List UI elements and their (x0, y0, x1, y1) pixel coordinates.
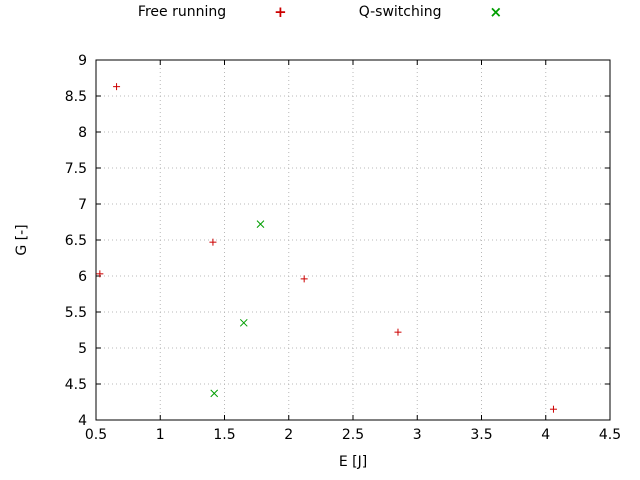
y-tick-label: 4.5 (65, 377, 87, 393)
x-tick-label: 2 (284, 427, 293, 443)
y-tick-label: 4 (78, 413, 87, 429)
x-tick-label: 0.5 (85, 427, 107, 443)
legend-item-free-running: Free running + (138, 4, 287, 20)
data-point-cross (256, 220, 265, 229)
y-tick-label: 7 (78, 197, 87, 213)
x-tick-label: 3 (413, 427, 422, 443)
legend-label: Q-switching (358, 4, 442, 20)
x-tick-label: 4 (541, 427, 550, 443)
y-tick-label: 8.5 (65, 89, 87, 105)
data-point-cross (239, 318, 248, 327)
y-tick-label: 5 (78, 341, 87, 357)
legend: Free running + Q-switching × (0, 4, 640, 20)
x-tick-label: 4.5 (599, 427, 621, 443)
x-axis-label: E [J] (338, 454, 368, 470)
legend-item-q-switching: Q-switching × (359, 4, 502, 20)
x-tick-label: 1 (156, 427, 165, 443)
y-tick-label: 7.5 (65, 161, 87, 177)
x-tick-label: 2.5 (342, 427, 364, 443)
x-tick-label: 1.5 (213, 427, 235, 443)
y-tick-label: 6 (78, 269, 87, 285)
y-tick-label: 9 (78, 53, 87, 69)
data-point-cross (210, 389, 219, 398)
y-axis-label: G [-] (14, 224, 30, 256)
y-tick-label: 6.5 (65, 233, 87, 249)
plus-marker-icon: + (274, 2, 287, 21)
legend-label: Free running (137, 4, 227, 20)
y-tick-label: 5.5 (65, 305, 87, 321)
y-tick-label: 8 (78, 125, 87, 141)
x-tick-label: 3.5 (470, 427, 492, 443)
cross-marker-icon: × (489, 2, 503, 21)
